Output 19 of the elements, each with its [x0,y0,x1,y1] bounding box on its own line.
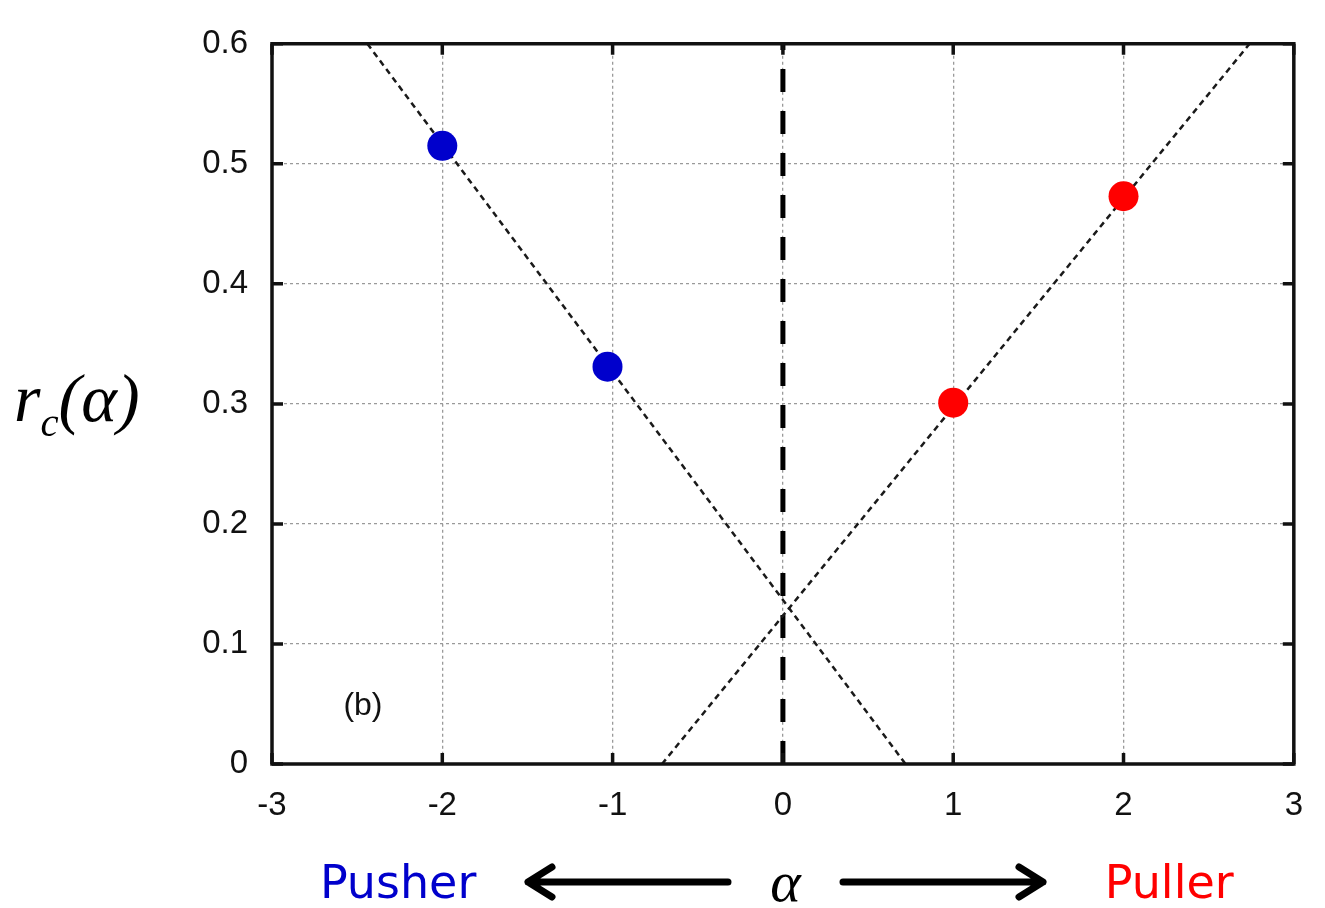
y-tick-label: 0.1 [202,623,248,661]
y-tick-label: 0.3 [202,382,248,420]
x-tick-label: 3 [1284,784,1303,822]
y-tick-label: 0 [229,743,248,781]
y-axis-title: r$_{c}$(α) [14,360,140,445]
x-axis-title: α [770,849,801,908]
text: Puller [1104,855,1234,908]
y-tick-label: 0.6 [202,22,248,60]
x-tick-label: 0 [773,784,793,822]
y-tick-label: 0.5 [202,142,248,180]
annotation: (b) [343,686,383,723]
x-tick-label: -3 [257,784,287,822]
x-tick-label: 2 [1114,784,1133,822]
text: Pusher [319,855,477,908]
x-tick-label: -2 [427,784,457,822]
y-tick-label: 0.4 [202,262,248,300]
y-tick-label: 0.2 [202,503,248,541]
x-tick-label: -1 [597,784,628,822]
x-tick-label: 1 [944,784,963,822]
